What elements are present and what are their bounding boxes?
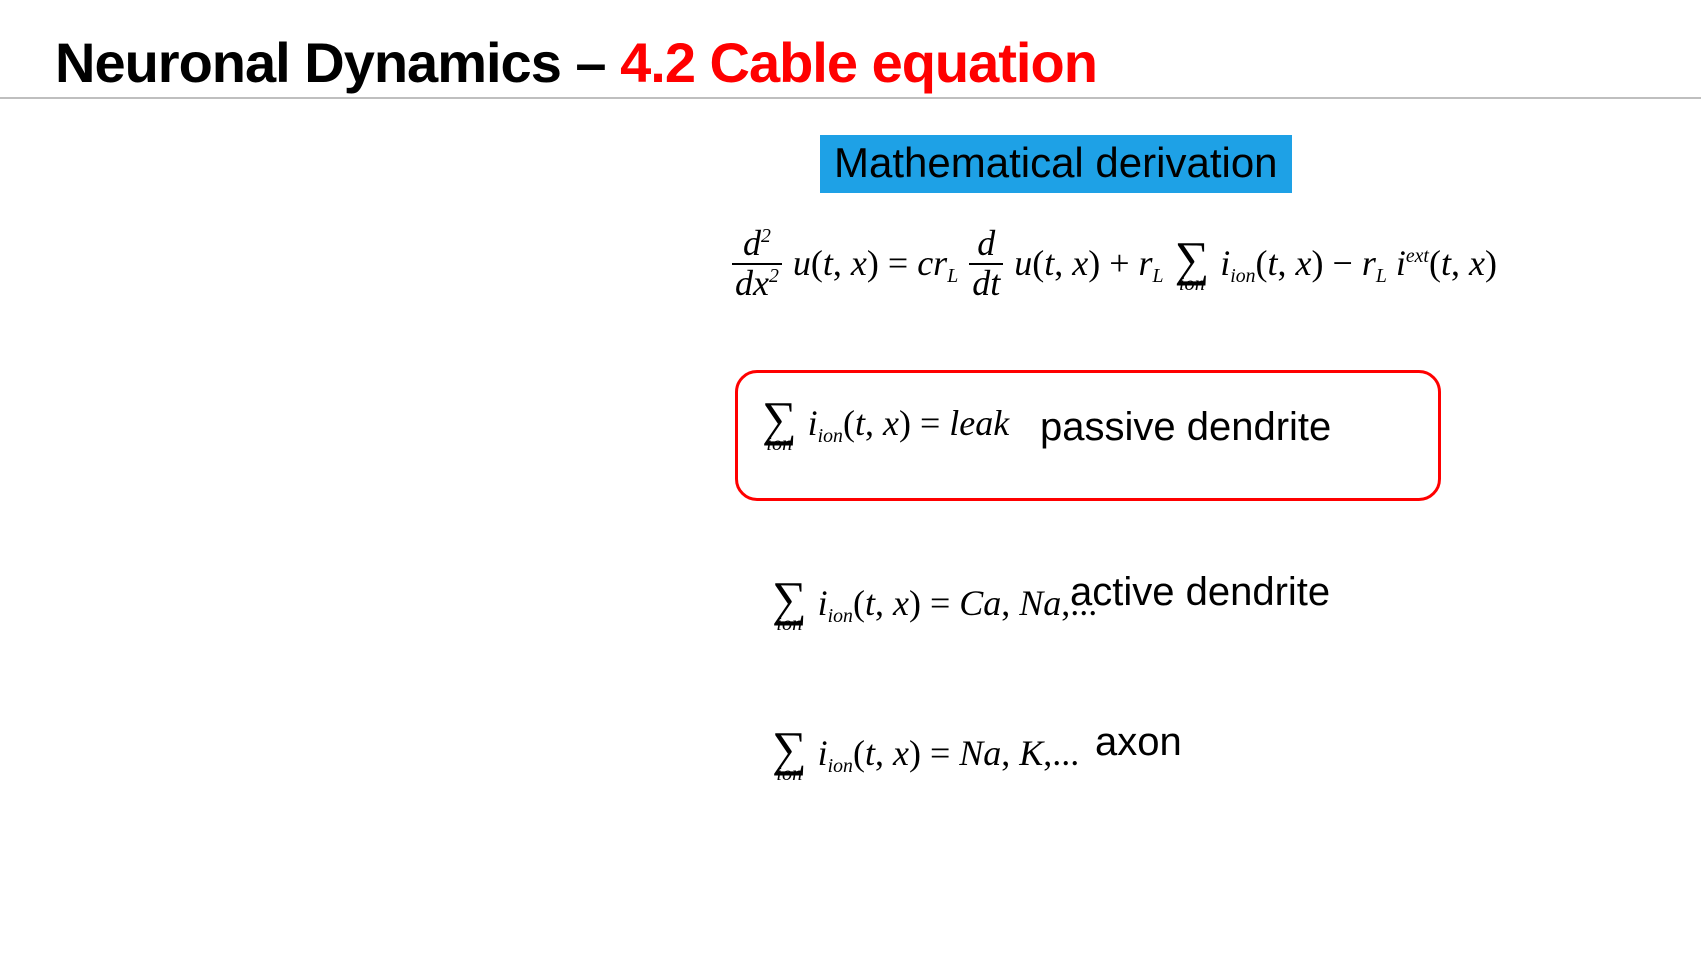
title-highlight: 4.2 Cable equation [620,31,1097,94]
derivation-badge: Mathematical derivation [820,135,1292,193]
label-active-dendrite: active dendrite [1070,570,1330,615]
title-underline [0,97,1701,99]
equation-passive: ∑ion iion(t, x) = leak [760,395,1009,448]
title-prefix: Neuronal Dynamics – [55,31,620,94]
equation-axon: ∑ion iion(t, x) = Na, K,... [770,725,1079,778]
equation-active: ∑ion iion(t, x) = Ca, Na,... [770,575,1097,628]
label-axon: axon [1095,720,1182,765]
equation-cable: d2dx2 u(t, x) = crL ddt u(t, x) + rL ∑io… [730,225,1497,303]
page-title: Neuronal Dynamics – 4.2 Cable equation [55,30,1097,95]
label-passive-dendrite: passive dendrite [1040,405,1331,450]
